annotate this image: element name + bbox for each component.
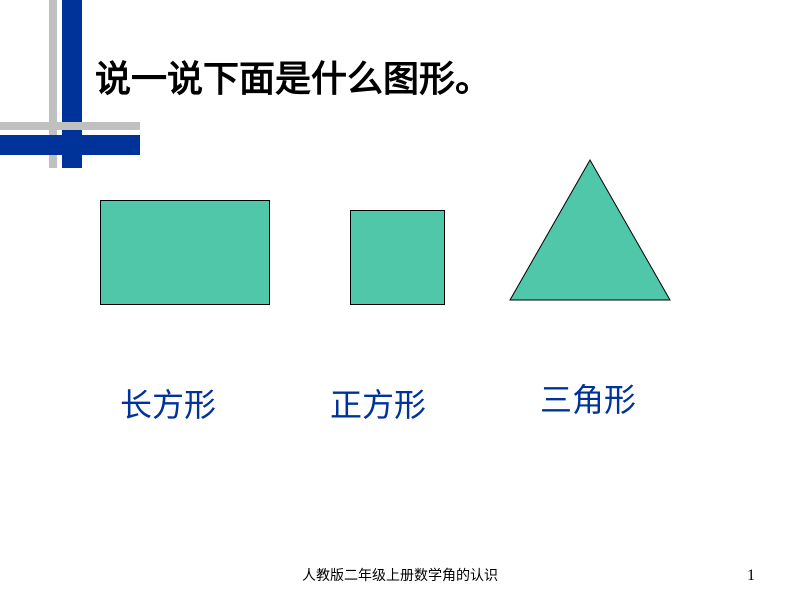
page-number: 1 (747, 567, 755, 585)
footer-text: 人教版二年级上册数学角的认识 (0, 565, 800, 585)
slide-title: 说一说下面是什么图形。 (95, 50, 491, 102)
h-bar-blue (0, 135, 140, 155)
square-label: 正方形 (330, 380, 426, 426)
triangle-shape (505, 155, 675, 305)
rectangle-label: 长方形 (120, 380, 216, 426)
h-bar-gray (0, 122, 140, 130)
triangle-label: 三角形 (540, 375, 636, 421)
square-shape (350, 210, 445, 305)
rectangle-shape (100, 200, 270, 305)
